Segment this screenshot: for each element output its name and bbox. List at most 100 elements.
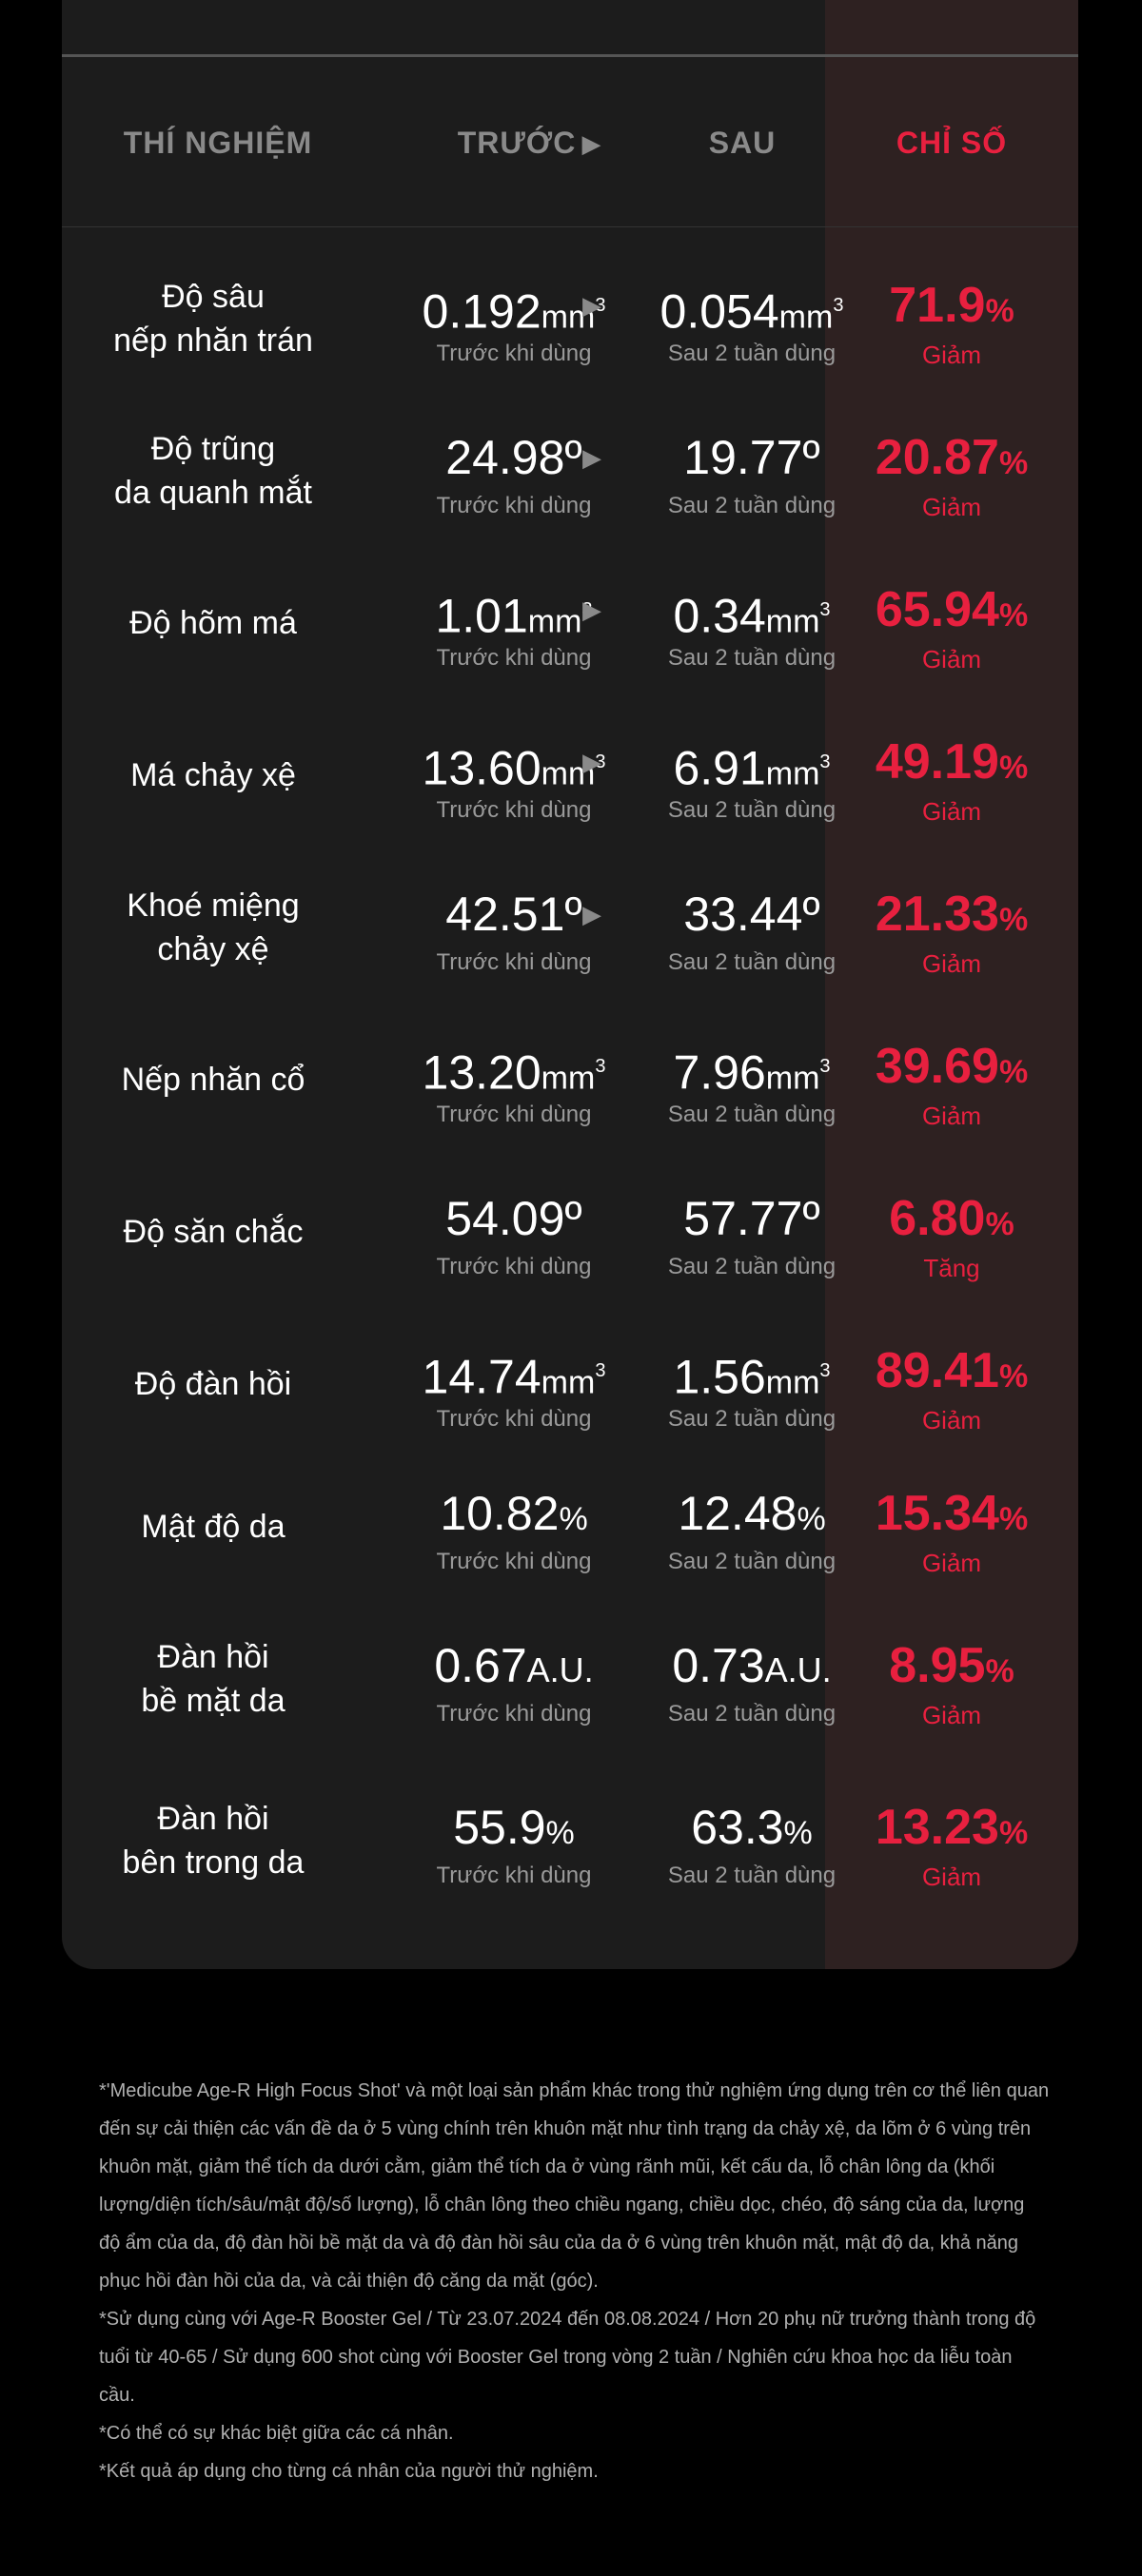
after-value-number: 0.34 <box>673 589 766 643</box>
before-caption: Trước khi dùng <box>436 1701 592 1727</box>
before-value-number: 13.20 <box>422 1045 541 1100</box>
test-label: Độ đàn hồi <box>134 1366 292 1402</box>
before-value: 1.01mm3 <box>395 578 633 645</box>
index-percent: % <box>998 902 1029 938</box>
index-percent: % <box>998 1054 1029 1090</box>
after-caption: Sau 2 tuần dùng <box>667 1701 837 1727</box>
after-caption: Sau 2 tuần dùng <box>667 1549 837 1574</box>
after-value-unit: A.U. <box>764 1650 832 1689</box>
after-value-exponent: 3 <box>819 751 831 772</box>
index-change: Giảm <box>921 1102 982 1130</box>
index-value: 71.9% <box>825 274 1078 342</box>
after-value: 0.34mm3 <box>633 578 871 645</box>
table-row: Độ sâu nếp nhăn trán 0.192mm3 ▶ 0.054mm3 Trư… <box>62 266 1078 419</box>
before-value-exponent: 3 <box>595 751 606 772</box>
before-value-unit: mm <box>541 1060 596 1097</box>
after-value-number: 12.48 <box>678 1487 797 1540</box>
table-row: Mật độ da 10.82% 12.48% Trước khi dùng Sau 2… <box>62 1474 1078 1627</box>
index-percent: % <box>985 293 1014 329</box>
index-value: 6.80% <box>825 1187 1078 1256</box>
after-value-exponent: 3 <box>833 295 844 316</box>
before-caption: Trước khi dùng <box>436 493 592 518</box>
results-card: THÍ NGHIỆM TRƯỚC ▶ SAU CHỈ SỐ Độ sâu nếp… <box>62 0 1078 1969</box>
before-value: 42.51º <box>395 883 633 949</box>
before-value: 0.192mm3 <box>395 274 633 341</box>
footnote: *Có thể có sự khác biệt giữa các cá nhân… <box>99 2423 454 2444</box>
before-caption: Trước khi dùng <box>436 1102 592 1127</box>
index-number: 89.41 <box>875 1343 999 1398</box>
table-row: Độ trũng da quanh mắt 24.98º ▶ 19.77º Trước … <box>62 419 1078 571</box>
after-caption: Sau 2 tuần dùng <box>667 341 837 366</box>
before-value-number: 14.74 <box>422 1350 541 1404</box>
before-value-number: 0.192 <box>422 284 541 339</box>
test-label: Đàn hồi bên trong da <box>122 1801 305 1881</box>
before-caption: Trước khi dùng <box>436 949 592 975</box>
test-label: Độ trũng da quanh mắt <box>114 431 312 511</box>
before-value-exponent: 3 <box>595 1360 606 1381</box>
after-value: 7.96mm3 <box>633 1035 871 1102</box>
after-value-unit: mm <box>765 755 820 792</box>
before-value-unit: mm <box>541 299 596 336</box>
before-value-number: 54.09º <box>445 1192 582 1245</box>
before-value-unit: mm <box>527 603 582 640</box>
index-change: Giảm <box>921 341 982 369</box>
arrow-right-icon: ▶ <box>582 443 601 472</box>
index-percent: % <box>998 1501 1029 1537</box>
index-value: 39.69% <box>825 1035 1078 1103</box>
after-value-unit: mm <box>765 603 820 640</box>
arrow-right-icon: ▶ <box>582 748 601 776</box>
after-value: 12.48% <box>633 1482 871 1549</box>
table-row: Đàn hồi bên trong da 55.9% 63.3% Trước khi … <box>62 1788 1078 1941</box>
after-caption: Sau 2 tuần dùng <box>667 797 837 823</box>
index-value: 13.23% <box>825 1796 1078 1864</box>
before-value: 0.67A.U. <box>395 1634 633 1701</box>
after-caption: Sau 2 tuần dùng <box>667 1102 837 1127</box>
before-value-number: 55.9 <box>453 1801 546 1854</box>
after-value-exponent: 3 <box>819 599 831 620</box>
index-number: 20.87 <box>875 430 999 485</box>
index-number: 49.19 <box>875 734 999 790</box>
test-label: Nếp nhăn cổ <box>121 1062 305 1098</box>
after-value-exponent: 3 <box>819 1056 831 1077</box>
after-value-unit: mm <box>778 299 834 336</box>
after-value-unit: % <box>783 1815 813 1851</box>
arrow-right-icon: ▶ <box>582 900 601 928</box>
header-after: SAU <box>708 126 777 160</box>
after-value: 57.77º <box>633 1187 871 1254</box>
test-label: Má chảy xệ <box>130 757 296 793</box>
table-row: Độ săn chắc 54.09º 57.77º Trước khi dùng Sau… <box>62 1180 1078 1332</box>
top-divider <box>62 54 1078 57</box>
after-caption: Sau 2 tuần dùng <box>667 645 837 671</box>
after-caption: Sau 2 tuần dùng <box>667 949 837 975</box>
index-change: Giảm <box>921 1701 982 1729</box>
table-row: Nếp nhăn cổ 13.20mm 3 7.96mm3 Trước khi dùng… <box>62 1027 1078 1180</box>
index-percent: % <box>985 1653 1014 1689</box>
index-value: 65.94% <box>825 578 1078 647</box>
after-caption: Sau 2 tuần dùng <box>667 1254 837 1279</box>
after-value: 1.56mm3 <box>633 1339 871 1406</box>
before-value-number: 13.60 <box>422 741 541 795</box>
after-caption: Sau 2 tuần dùng <box>667 493 837 518</box>
index-value: 20.87% <box>825 426 1078 495</box>
index-change: Giảm <box>921 797 982 826</box>
after-caption: Sau 2 tuần dùng <box>667 1863 837 1888</box>
before-value-unit: mm <box>541 755 596 792</box>
index-change: Giảm <box>921 949 982 978</box>
test-label: Độ săn chắc <box>123 1214 304 1250</box>
index-change: Giảm <box>921 1549 982 1577</box>
test-label: Đàn hồi bề mặt da <box>141 1639 286 1719</box>
before-value-unit: mm <box>541 1364 596 1401</box>
index-value: 8.95% <box>825 1634 1078 1703</box>
before-value-unit: % <box>545 1815 575 1851</box>
after-value-number: 33.44º <box>683 888 820 941</box>
index-number: 8.95 <box>889 1638 986 1693</box>
before-value-number: 1.01 <box>435 589 528 643</box>
table-row: Độ đàn hồi 14.74mm3 1.56mm3 Trước khi dùng S… <box>62 1332 1078 1484</box>
index-percent: % <box>998 597 1029 634</box>
index-number: 21.33 <box>875 887 999 942</box>
index-change: Giảm <box>921 645 982 673</box>
index-number: 15.34 <box>875 1486 999 1541</box>
before-caption: Trước khi dùng <box>436 797 592 823</box>
before-value-number: 42.51º <box>445 888 582 941</box>
test-label: Độ hõm má <box>129 605 297 641</box>
